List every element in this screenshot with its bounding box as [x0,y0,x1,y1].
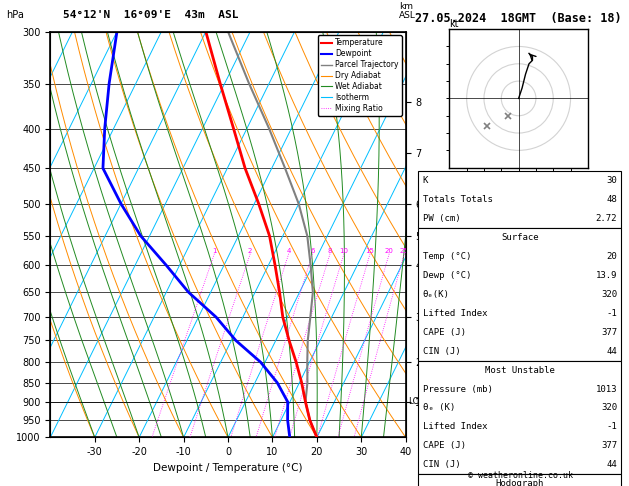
Text: Lifted Index: Lifted Index [423,309,487,318]
Text: Surface: Surface [501,233,538,242]
Text: 10: 10 [340,248,348,254]
Text: 2: 2 [248,248,252,254]
Text: Most Unstable: Most Unstable [485,365,555,375]
Text: Hodograph: Hodograph [496,479,544,486]
Text: km
ASL: km ASL [399,2,416,20]
Text: CAPE (J): CAPE (J) [423,328,465,337]
Text: 1: 1 [212,248,216,254]
Text: 4: 4 [286,248,291,254]
Text: 44: 44 [606,347,617,356]
Text: 30: 30 [606,176,617,185]
Text: 20: 20 [606,252,617,261]
Text: -1: -1 [606,422,617,432]
Text: 377: 377 [601,328,617,337]
Y-axis label: Mixing Ratio (g/kg): Mixing Ratio (g/kg) [426,189,435,280]
Text: Dewp (°C): Dewp (°C) [423,271,471,280]
Text: CIN (J): CIN (J) [423,347,460,356]
Text: CIN (J): CIN (J) [423,460,460,469]
Text: © weatheronline.co.uk: © weatheronline.co.uk [468,471,572,480]
X-axis label: Dewpoint / Temperature (°C): Dewpoint / Temperature (°C) [153,463,303,473]
Text: θₑ(K): θₑ(K) [423,290,450,299]
Text: CAPE (J): CAPE (J) [423,441,465,451]
Text: 320: 320 [601,290,617,299]
Text: 25: 25 [400,248,409,254]
Text: 8: 8 [328,248,332,254]
Text: Pressure (mb): Pressure (mb) [423,384,493,394]
Text: θₑ (K): θₑ (K) [423,403,455,413]
Text: LCL: LCL [408,398,423,406]
Text: 13.9: 13.9 [596,271,617,280]
Text: 2.72: 2.72 [596,214,617,223]
Text: Lifted Index: Lifted Index [423,422,487,432]
Text: K: K [423,176,428,185]
Text: 20: 20 [385,248,394,254]
Text: 48: 48 [606,195,617,204]
Text: 27.05.2024  18GMT  (Base: 18): 27.05.2024 18GMT (Base: 18) [415,12,621,25]
Text: -1: -1 [606,309,617,318]
Text: 54°12'N  16°09'E  43m  ASL: 54°12'N 16°09'E 43m ASL [63,10,238,20]
Text: 377: 377 [601,441,617,451]
Text: PW (cm): PW (cm) [423,214,460,223]
Text: hPa: hPa [6,10,24,20]
Text: kt: kt [449,19,459,29]
Text: 6: 6 [310,248,314,254]
Text: 15: 15 [365,248,374,254]
Text: 44: 44 [606,460,617,469]
Text: Temp (°C): Temp (°C) [423,252,471,261]
Legend: Temperature, Dewpoint, Parcel Trajectory, Dry Adiabat, Wet Adiabat, Isotherm, Mi: Temperature, Dewpoint, Parcel Trajectory… [318,35,402,116]
Text: Totals Totals: Totals Totals [423,195,493,204]
Text: 1013: 1013 [596,384,617,394]
Text: 320: 320 [601,403,617,413]
